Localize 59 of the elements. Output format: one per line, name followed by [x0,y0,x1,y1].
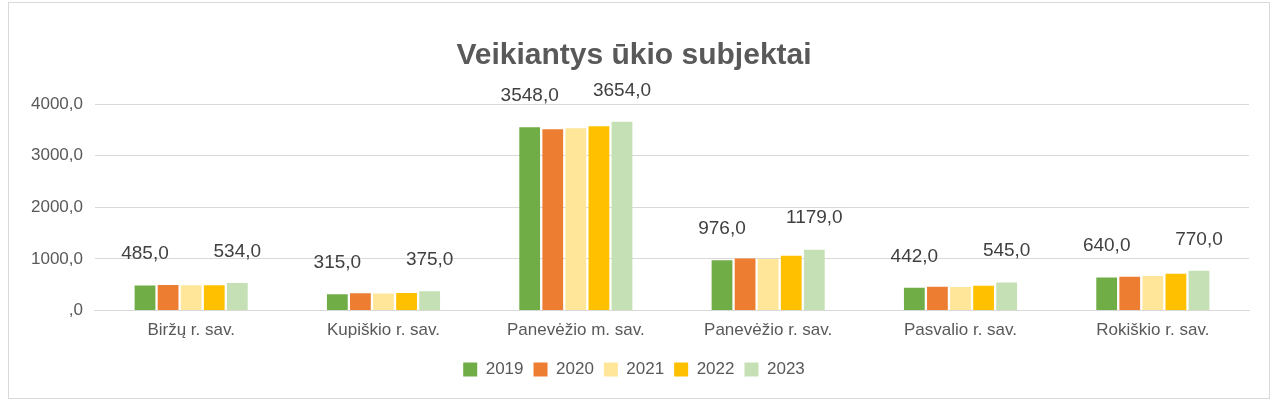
bar [1188,270,1210,311]
legend-label: 2021 [626,359,665,379]
bar [611,121,633,311]
x-tick-label: Kupiškio r. sav. [326,320,441,340]
legend-label: 2023 [766,359,805,379]
bar [903,287,925,311]
bar [711,260,733,311]
data-label: 375,0 [405,247,454,269]
data-label: 770,0 [1175,227,1223,249]
x-tick-label: Rokiškio r. sav. [1096,320,1210,340]
bar [1119,276,1141,311]
data-label: 485,0 [121,242,169,264]
legend-label: 2022 [696,359,735,379]
y-tick-label: 3000,0 [31,145,83,165]
data-label: 442,0 [890,244,939,266]
bar [326,294,348,311]
bar [203,285,225,311]
data-label: 3548,0 [500,84,559,106]
bar [803,249,825,311]
bar [1142,276,1164,311]
bar [927,286,948,311]
legend-label: 2019 [485,359,524,379]
x-tick-label: Panevėžio m. sav. [507,320,645,340]
data-label: 1179,0 [785,206,843,228]
bar [373,293,394,311]
chart-title: Veikiantys ūkio subjektai [456,37,812,71]
y-tick-label: ,0 [68,300,83,320]
y-tick-label: 1000,0 [31,248,83,268]
bar [226,283,248,311]
bar [996,282,1018,311]
x-tick-label: Panevėžio r. sav. [704,320,833,340]
bar [950,287,971,311]
data-label: 976,0 [698,216,746,238]
bar [734,258,756,311]
bar [542,129,564,311]
bar [180,285,202,311]
y-tick-label: 2000,0 [31,196,83,216]
bar [588,126,610,311]
data-label: 534,0 [213,239,262,261]
bar [419,291,441,311]
bar [565,128,587,311]
y-tick-label: 4000,0 [31,93,83,113]
data-label: 3654,0 [592,78,652,100]
bar [519,127,541,311]
bar [1165,273,1187,311]
bar [973,285,994,311]
bar [1096,277,1118,311]
bar [157,285,179,311]
data-label: 545,0 [982,239,1031,261]
data-label: 640,0 [1082,234,1131,256]
data-label: 315,0 [313,251,362,273]
bar [134,285,156,311]
bar [780,255,802,311]
bar [350,293,371,311]
legend-label: 2020 [556,359,594,379]
bar [757,258,779,311]
bar [396,293,417,311]
x-tick-label: Pasvalio r. sav. [903,320,1018,340]
x-tick-label: Biržų r. sav. [147,320,235,340]
